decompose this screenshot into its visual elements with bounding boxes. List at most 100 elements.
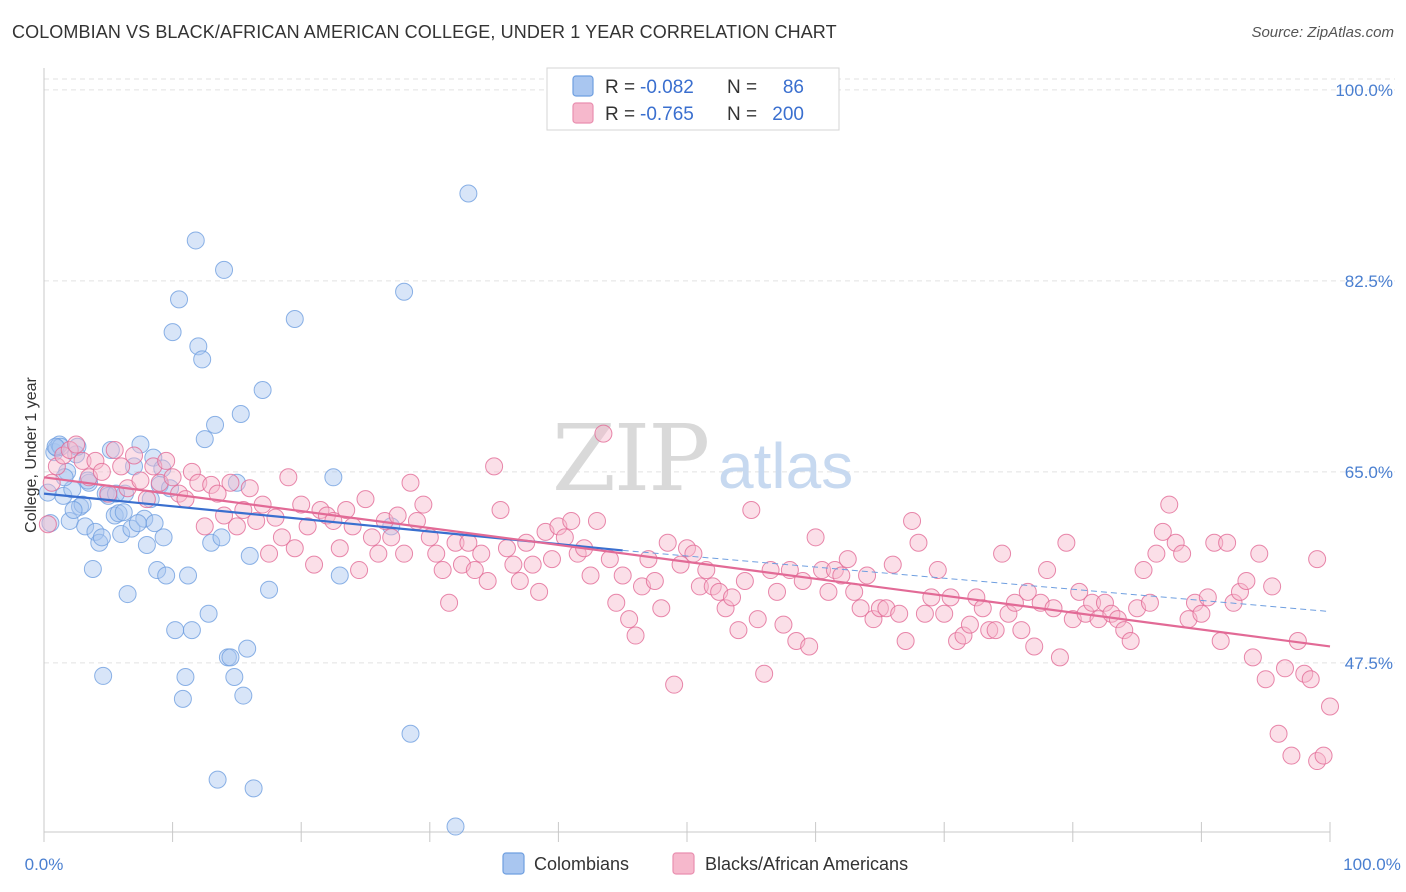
- y-tick-labels: 47.5% 65.0% 82.5% 100.0%: [1335, 81, 1393, 673]
- bottom-legend-swatch-black-african-americans: [672, 852, 695, 875]
- data-point: [587, 511, 606, 530]
- data-point: [221, 648, 240, 667]
- data-point: [485, 457, 504, 476]
- x-tick-label-max: 100.0%: [1343, 855, 1401, 874]
- legend-n-value: 200: [772, 104, 804, 125]
- data-points: [38, 184, 1339, 836]
- data-point: [225, 668, 244, 687]
- data-point: [176, 668, 195, 687]
- data-point: [186, 231, 205, 250]
- legend-r-value: -0.765: [640, 104, 694, 125]
- data-point: [1083, 593, 1102, 612]
- data-point: [1095, 593, 1114, 612]
- data-point: [234, 686, 253, 705]
- data-point: [465, 561, 484, 580]
- data-point: [928, 561, 947, 580]
- data-point: [800, 637, 819, 656]
- data-point: [94, 666, 113, 685]
- data-point: [690, 577, 709, 596]
- data-point: [202, 533, 221, 552]
- x-tick-label-min: 0.0%: [25, 855, 64, 874]
- data-point: [1275, 659, 1294, 678]
- data-point: [1134, 561, 1153, 580]
- data-point: [1050, 648, 1069, 667]
- data-point: [1025, 637, 1044, 656]
- data-point: [1160, 495, 1179, 514]
- data-point: [665, 675, 684, 694]
- data-point: [915, 604, 934, 623]
- data-point: [1211, 632, 1230, 650]
- data-point: [401, 724, 420, 743]
- data-point: [459, 184, 478, 203]
- data-point: [128, 514, 147, 533]
- data-point: [208, 770, 227, 789]
- data-point: [433, 561, 452, 580]
- y-tick-label: 65.0%: [1345, 463, 1393, 482]
- data-point: [199, 604, 218, 623]
- data-point: [684, 544, 703, 563]
- data-point: [735, 571, 754, 590]
- data-point: [145, 514, 164, 533]
- data-point: [427, 544, 446, 563]
- data-point: [101, 441, 120, 459]
- data-point: [107, 484, 126, 503]
- data-point: [935, 604, 954, 623]
- legend-r-value: -0.082: [640, 77, 694, 98]
- data-point: [131, 435, 150, 454]
- data-point: [1237, 571, 1256, 590]
- data-point: [1230, 582, 1249, 601]
- data-point: [362, 528, 381, 547]
- data-point: [581, 566, 600, 585]
- data-point: [292, 495, 311, 514]
- series-colombians: [38, 184, 478, 836]
- data-point: [279, 468, 298, 487]
- data-point: [890, 604, 909, 623]
- data-point: [1121, 632, 1140, 650]
- legend-box: [546, 67, 840, 131]
- data-point: [838, 550, 857, 569]
- data-point: [639, 550, 658, 569]
- data-point: [1166, 533, 1185, 552]
- data-point: [350, 561, 369, 580]
- data-point: [755, 664, 774, 683]
- trend-line-black-african-americans: [43, 476, 1331, 648]
- bottom-legend-swatch-colombians: [502, 852, 525, 875]
- data-point: [212, 528, 231, 547]
- data-point: [131, 471, 150, 490]
- data-point: [768, 582, 787, 601]
- data-point: [1115, 621, 1134, 640]
- data-point: [388, 506, 407, 525]
- legend-r-label: R =: [605, 77, 635, 98]
- y-tick-label: 47.5%: [1345, 654, 1393, 673]
- bottom-legend-label-black-african-americans: Blacks/African Americans: [705, 854, 908, 874]
- data-point: [1173, 544, 1192, 563]
- data-point: [883, 555, 902, 574]
- data-point: [67, 435, 86, 454]
- data-point: [238, 639, 257, 658]
- data-point: [86, 451, 105, 470]
- data-point: [1038, 561, 1057, 580]
- data-point: [38, 483, 57, 502]
- data-point: [793, 571, 812, 590]
- data-point: [723, 588, 742, 607]
- data-point: [542, 550, 561, 569]
- data-point: [446, 817, 465, 836]
- data-point: [716, 599, 735, 618]
- data-point: [1218, 533, 1237, 552]
- bottom-legend-label-colombians: Colombians: [534, 854, 629, 874]
- x-ticks: [43, 822, 1331, 842]
- data-point: [1314, 746, 1333, 765]
- data-point: [395, 282, 414, 301]
- data-point: [76, 517, 95, 536]
- data-point: [1018, 582, 1037, 601]
- watermark-zip: ZIP: [552, 405, 708, 512]
- data-point: [215, 260, 234, 279]
- data-point: [401, 473, 420, 492]
- data-point: [176, 490, 195, 509]
- data-point: [870, 599, 889, 618]
- data-point: [330, 566, 349, 585]
- data-point: [157, 566, 176, 585]
- data-point: [523, 555, 542, 574]
- data-point: [38, 515, 57, 534]
- bottom-legend: Colombians Blacks/African Americans: [502, 852, 908, 875]
